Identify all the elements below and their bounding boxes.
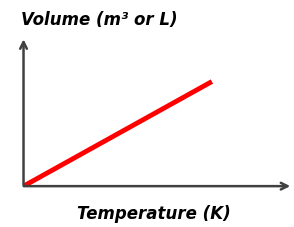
Text: Volume (m³ or L): Volume (m³ or L) xyxy=(21,11,178,29)
Text: Temperature (K): Temperature (K) xyxy=(78,205,231,223)
